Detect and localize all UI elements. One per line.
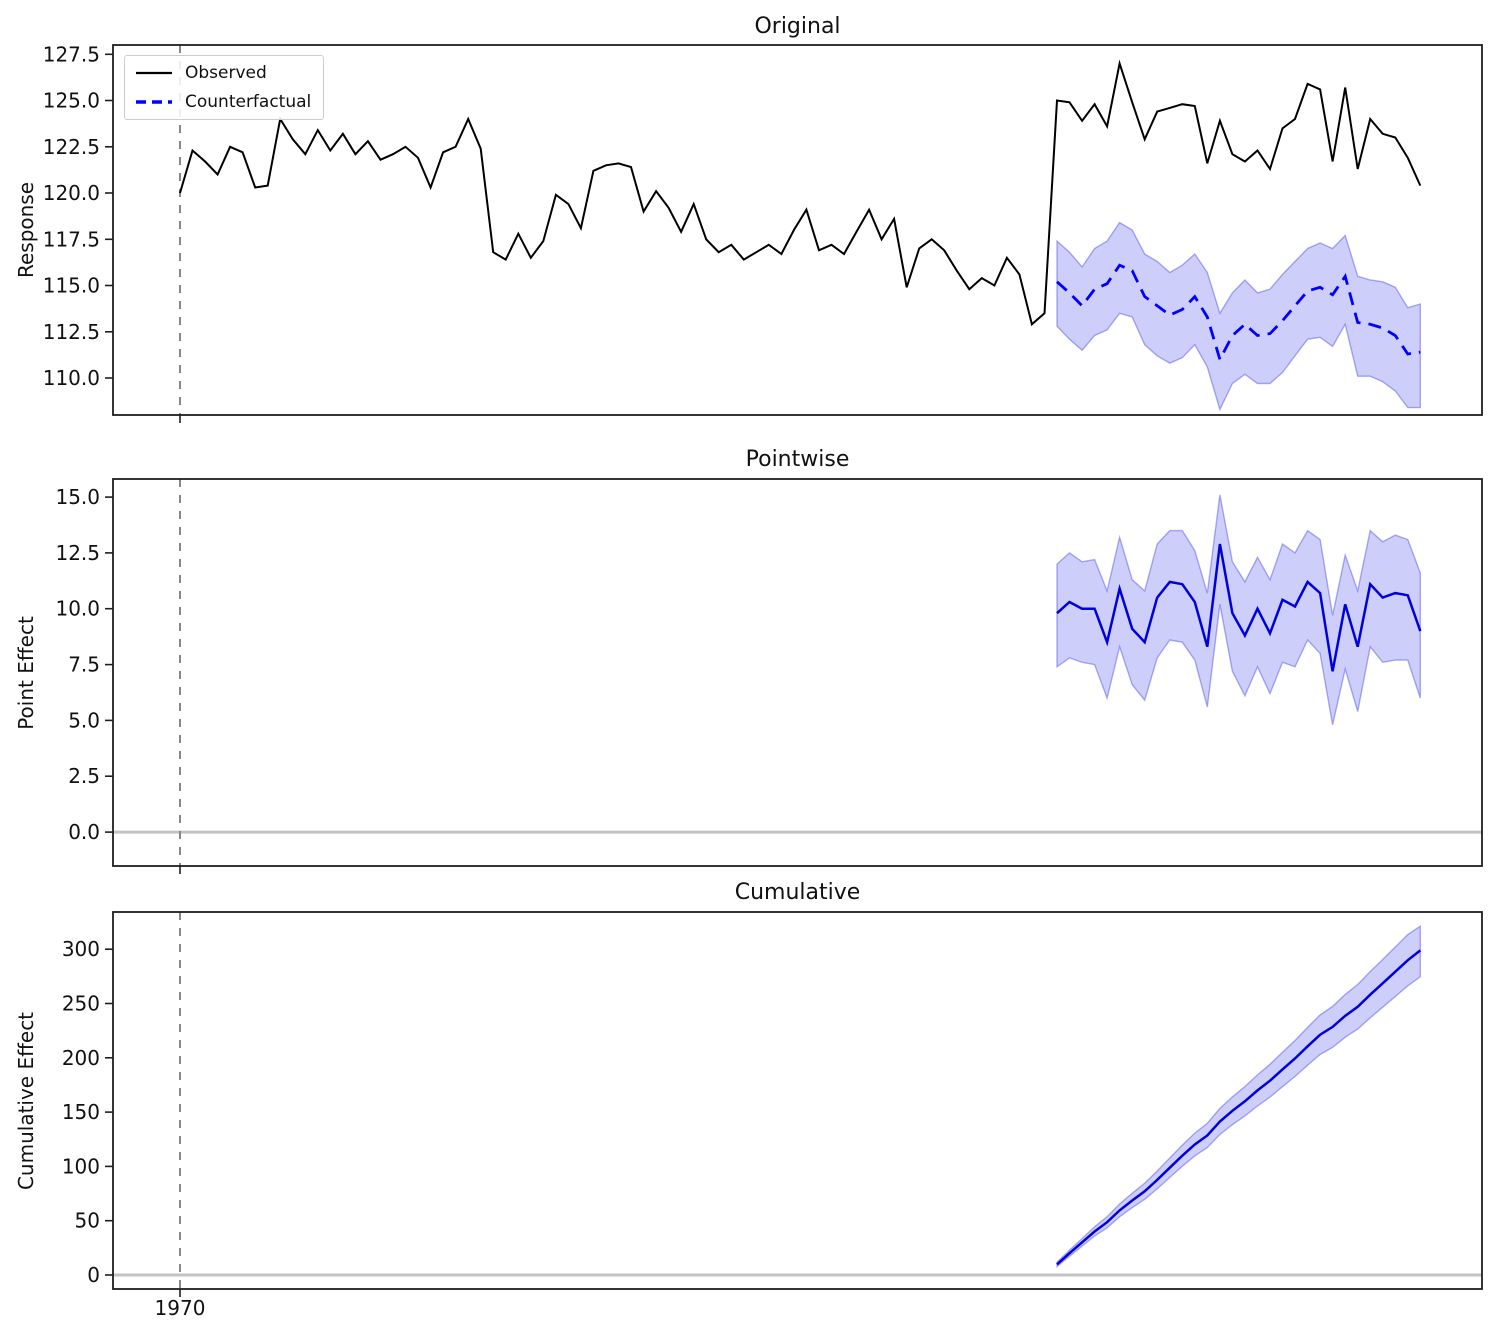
panel-title-cumulative: Cumulative xyxy=(734,880,861,905)
y-axis-label-cumulative-effect: Cumulative Effect xyxy=(6,912,46,1289)
y-tick-label: 200 xyxy=(62,1046,100,1070)
y-tick-label: 150 xyxy=(62,1100,100,1124)
y-axis-label-response: Response xyxy=(6,45,46,415)
y-tick-label: 50 xyxy=(75,1209,100,1233)
y-tick-label: 0.0 xyxy=(68,820,100,844)
y-tick-label: 122.5 xyxy=(43,135,100,159)
y-tick-label: 117.5 xyxy=(43,227,100,251)
legend-observed-swatch xyxy=(136,71,172,75)
x-tick-label-1970: 1970 xyxy=(154,1296,206,1320)
y-tick-label: 110.0 xyxy=(43,366,100,390)
y-tick-label: 5.0 xyxy=(68,708,100,732)
y-tick-label: 300 xyxy=(62,937,100,961)
y-tick-label: 125.0 xyxy=(43,89,100,113)
series-point-effect xyxy=(1056,543,1422,672)
y-tick-label: 2.5 xyxy=(68,764,100,788)
confidence-band xyxy=(1056,221,1422,412)
legend-item-observed: Observed xyxy=(135,63,311,83)
legend: Observed Counterfactual xyxy=(124,55,325,120)
panel-title-pointwise: Pointwise xyxy=(745,447,850,472)
y-axis-label-response-text: Response xyxy=(14,181,38,279)
y-tick-label: 127.5 xyxy=(43,42,100,66)
y-tick-label: 15.0 xyxy=(55,485,100,509)
y-tick-label: 100 xyxy=(62,1154,100,1178)
confidence-band xyxy=(1056,924,1422,1268)
legend-counterfactual-label: Counterfactual xyxy=(185,92,312,112)
confidence-band xyxy=(1056,494,1422,726)
y-tick-label: 112.5 xyxy=(43,320,100,344)
y-tick-label: 115.0 xyxy=(43,274,100,298)
y-tick-label: 12.5 xyxy=(55,541,100,565)
y-axis-label-point-effect-text: Point Effect xyxy=(14,615,39,730)
panel-border xyxy=(112,911,1483,1290)
y-tick-label: 0 xyxy=(87,1263,100,1287)
legend-counterfactual-swatch xyxy=(136,100,172,104)
panel-title-original: Original xyxy=(754,14,841,39)
series-observed xyxy=(179,59,1422,327)
y-tick-label: 250 xyxy=(62,992,100,1016)
y-axis-label-cumulative-effect-text: Cumulative Effect xyxy=(14,1011,39,1190)
y-tick-label: 7.5 xyxy=(68,653,100,677)
legend-observed-label: Observed xyxy=(185,63,267,83)
series-counterfactual xyxy=(1056,263,1421,364)
panel-border xyxy=(112,478,1483,867)
y-axis-label-point-effect: Point Effect xyxy=(6,479,46,866)
y-tick-label: 10.0 xyxy=(55,597,100,621)
legend-item-counterfactual: Counterfactual xyxy=(135,92,311,112)
panel-border xyxy=(112,44,1483,416)
series-cumulative-effect xyxy=(1056,949,1422,1266)
y-tick-label: 120.0 xyxy=(43,181,100,205)
